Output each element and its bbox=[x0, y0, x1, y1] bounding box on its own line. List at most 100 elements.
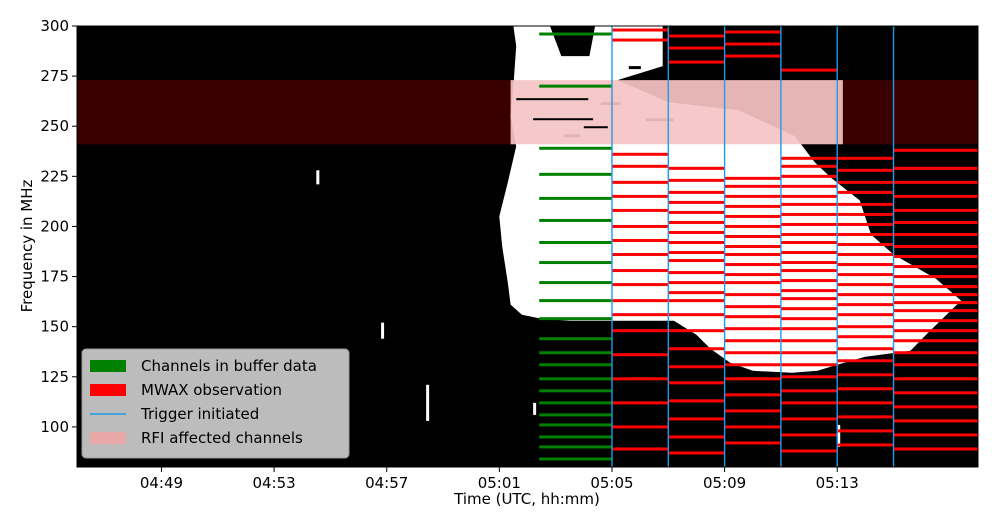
observation-channel bbox=[893, 309, 978, 313]
observation-channel bbox=[837, 180, 894, 184]
observation-channel bbox=[837, 190, 894, 194]
observation-channel bbox=[780, 251, 838, 255]
legend-swatch bbox=[90, 432, 126, 444]
observation-channel bbox=[893, 433, 978, 437]
observation-channel bbox=[611, 447, 669, 451]
buffer-channel bbox=[539, 172, 612, 176]
observation-channel bbox=[611, 164, 669, 168]
y-tick-label: 125 bbox=[40, 368, 69, 386]
observation-channel bbox=[668, 399, 725, 403]
observation-channel bbox=[893, 377, 978, 381]
observation-channel bbox=[893, 245, 978, 248]
observation-channel bbox=[611, 152, 669, 156]
observation-channel bbox=[837, 443, 894, 447]
observation-channel bbox=[724, 224, 781, 228]
x-axis-label: Time (UTC, hh:mm) bbox=[453, 490, 600, 508]
observation-channel bbox=[724, 305, 781, 309]
observation-channel bbox=[837, 429, 894, 433]
observation-channel bbox=[893, 293, 978, 297]
observation-channel bbox=[837, 242, 894, 246]
observation-channel bbox=[611, 329, 669, 333]
observation-channel bbox=[724, 351, 781, 355]
observation-channel bbox=[611, 180, 669, 184]
observation-channel bbox=[780, 194, 838, 198]
y-tick-label: 100 bbox=[40, 418, 69, 436]
observation-channel bbox=[837, 168, 894, 172]
observation-channel bbox=[724, 204, 781, 208]
observation-channel bbox=[724, 30, 781, 34]
observation-channel bbox=[611, 269, 669, 273]
buffer-channel bbox=[539, 401, 612, 405]
observation-channel bbox=[837, 313, 894, 317]
observation-channel bbox=[837, 347, 894, 351]
x-tick-label: 05:01 bbox=[478, 474, 521, 492]
observation-channel bbox=[893, 391, 978, 395]
observation-channel bbox=[837, 202, 894, 206]
observation-channel bbox=[780, 184, 838, 188]
observation-channel bbox=[724, 363, 781, 367]
observation-channel bbox=[837, 415, 894, 419]
observation-channel bbox=[668, 291, 725, 295]
observation-channel bbox=[780, 297, 838, 301]
buffer-channel bbox=[539, 337, 612, 341]
observation-channel bbox=[668, 347, 725, 351]
observation-channel bbox=[668, 281, 725, 285]
observation-channel bbox=[724, 393, 781, 397]
observation-channel bbox=[837, 325, 894, 329]
observation-channel bbox=[724, 54, 781, 58]
observation-channel bbox=[611, 353, 669, 357]
buffer-channel bbox=[539, 445, 612, 449]
observation-channel bbox=[837, 232, 894, 236]
observation-channel bbox=[668, 60, 725, 64]
observation-channel bbox=[668, 210, 725, 214]
observation-channel bbox=[780, 417, 838, 421]
legend-label: Trigger initiated bbox=[140, 405, 259, 423]
observation-channel bbox=[837, 335, 894, 339]
observation-channel bbox=[893, 232, 978, 236]
buffer-channel bbox=[539, 317, 612, 321]
observation-channel bbox=[893, 166, 978, 170]
observation-channel bbox=[611, 38, 669, 42]
observation-channel bbox=[724, 339, 781, 343]
observation-channel bbox=[780, 351, 838, 355]
observation-channel bbox=[724, 441, 781, 445]
observation-channel bbox=[724, 42, 781, 46]
observation-channel bbox=[668, 46, 725, 50]
buffer-channel bbox=[539, 32, 612, 36]
observation-channel bbox=[668, 259, 725, 263]
observation-channel bbox=[780, 317, 838, 321]
buffer-channel bbox=[539, 389, 612, 393]
observation-channel bbox=[780, 212, 838, 216]
x-tick-label: 04:49 bbox=[140, 474, 183, 492]
observation-channel bbox=[780, 68, 838, 72]
observation-channel bbox=[668, 240, 725, 244]
observation-channel bbox=[668, 451, 725, 455]
observation-channel bbox=[837, 273, 894, 277]
buffer-channel bbox=[539, 84, 612, 88]
observation-channel bbox=[668, 190, 725, 194]
observation-channel bbox=[724, 281, 781, 285]
observation-channel bbox=[780, 269, 838, 273]
buffer-channel bbox=[539, 351, 612, 355]
observation-channel bbox=[780, 401, 838, 405]
observation-channel bbox=[611, 208, 669, 212]
observation-channel bbox=[780, 363, 838, 367]
observation-channel bbox=[780, 240, 838, 244]
legend-swatch bbox=[90, 360, 126, 372]
observation-channel bbox=[837, 263, 894, 267]
rfi-band-gap bbox=[516, 98, 589, 101]
observation-channel bbox=[893, 285, 978, 289]
observation-channel bbox=[780, 339, 838, 343]
buffer-channel bbox=[539, 218, 612, 222]
observation-channel bbox=[724, 176, 781, 180]
observation-channel bbox=[724, 293, 781, 297]
plot-area bbox=[76, 25, 979, 468]
x-axis-ticks: 04:49 04:53 04:57 05:01 05:05 05:09 05:13 bbox=[140, 467, 859, 492]
observation-channel bbox=[893, 419, 978, 423]
observation-channel bbox=[780, 375, 838, 379]
y-tick-label: 250 bbox=[40, 117, 69, 135]
buffer-channel bbox=[539, 240, 612, 244]
buffer-channels bbox=[539, 32, 612, 461]
x-tick-label: 04:53 bbox=[252, 474, 295, 492]
y-tick-label: 300 bbox=[40, 17, 69, 35]
